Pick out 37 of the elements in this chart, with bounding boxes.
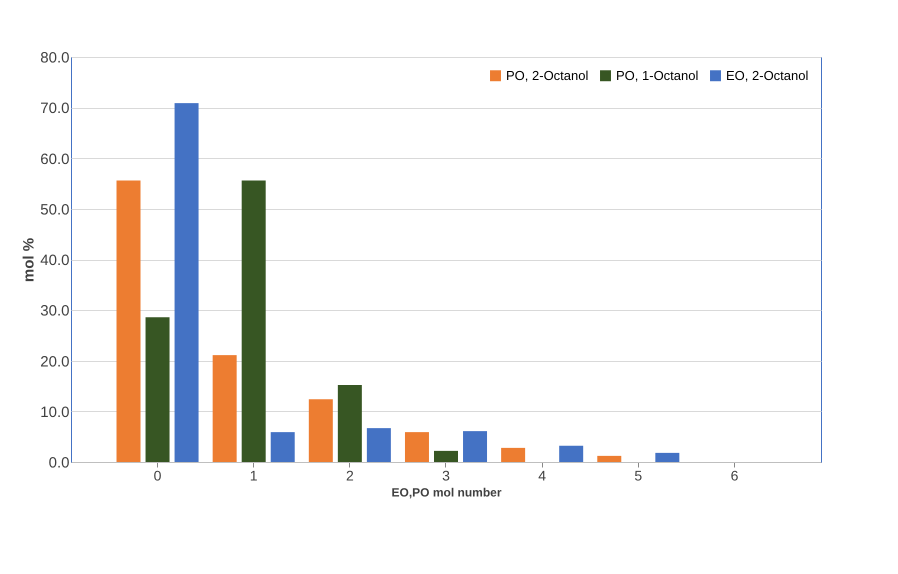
bar	[655, 452, 680, 462]
bar	[434, 450, 458, 462]
x-axis-title: EO,PO mol number	[391, 486, 502, 500]
bar	[366, 428, 391, 462]
x-tick-label: 2	[346, 468, 354, 484]
legend-label: PO, 2-Octanol	[506, 68, 588, 83]
y-tick-label: 70.0	[40, 100, 70, 118]
legend-label: EO, 2-Octanol	[726, 68, 808, 83]
bar	[597, 456, 622, 462]
x-tick-label: 1	[250, 468, 258, 484]
bar	[174, 103, 199, 462]
y-tick-label: 60.0	[40, 150, 70, 168]
x-tick-label: 5	[634, 468, 642, 484]
x-tick-label: 3	[442, 468, 450, 484]
bar	[404, 432, 429, 462]
y-axis-title: mol %	[20, 238, 38, 282]
bar	[501, 448, 526, 462]
y-tick-label: 50.0	[40, 201, 70, 218]
y-tick-label: 10.0	[40, 404, 70, 421]
bar	[308, 399, 333, 462]
bar	[270, 432, 295, 462]
bar	[338, 385, 362, 462]
x-tick-label: 4	[538, 468, 546, 484]
y-tick-label: 0.0	[48, 454, 70, 472]
x-tick-label: 0	[154, 468, 162, 484]
bar	[559, 446, 584, 462]
legend-label: PO, 1-Octanol	[616, 68, 698, 83]
bar	[463, 431, 488, 462]
y-tick-label: 30.0	[40, 302, 70, 320]
y-tick-label: 80.0	[40, 50, 70, 66]
y-tick-label: 20.0	[40, 353, 70, 370]
x-tick-label: 6	[730, 468, 739, 484]
bar	[146, 317, 170, 462]
bar	[242, 180, 266, 462]
y-tick-label: 40.0	[40, 252, 70, 269]
bar	[116, 180, 141, 462]
bar	[212, 355, 237, 462]
